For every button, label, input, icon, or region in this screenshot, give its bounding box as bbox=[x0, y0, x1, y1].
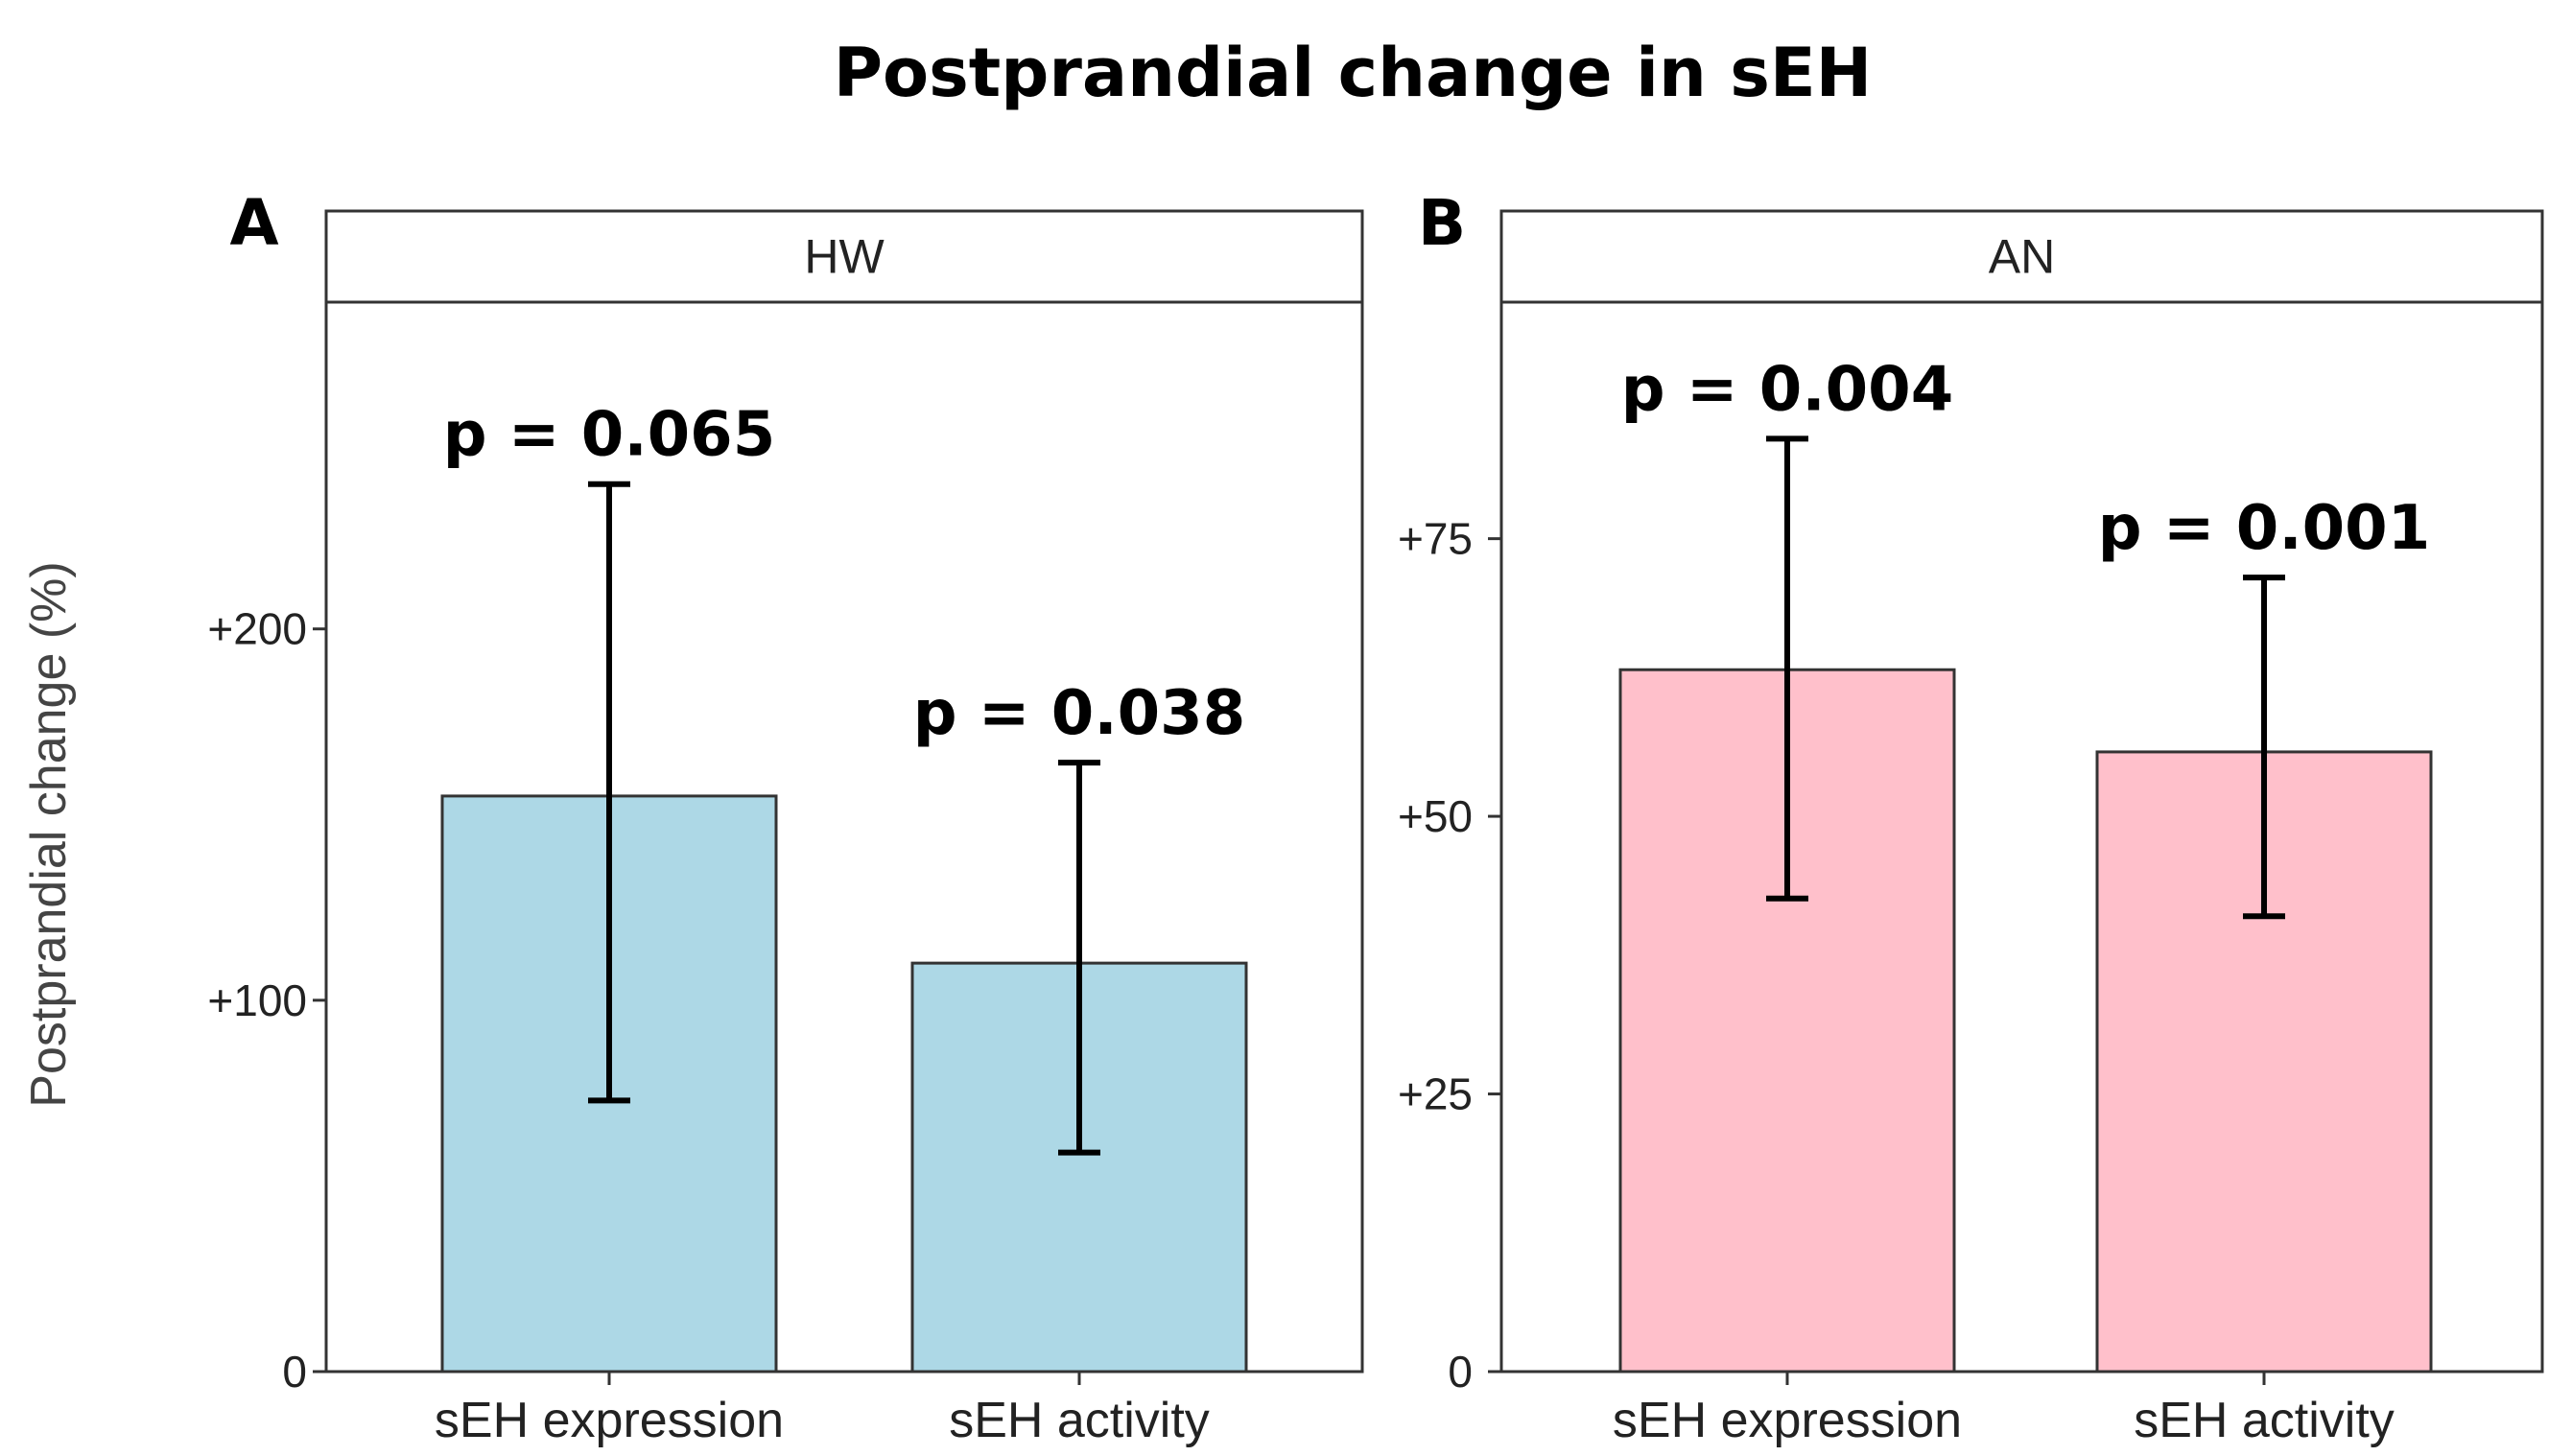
x-tick-label: sEH activity bbox=[2134, 1393, 2395, 1448]
x-tick-label: sEH expression bbox=[435, 1393, 784, 1448]
x-tick-label: sEH activity bbox=[949, 1393, 1210, 1448]
panels-layer: A HW 0 +100 +200 p = 0.065 sEH expression p = 0… bbox=[207, 186, 2544, 1448]
p-value-label: p = 0.065 bbox=[443, 400, 775, 471]
y-axis-label: Postprandial change (%) bbox=[21, 561, 77, 1107]
y-tick-label: +200 bbox=[207, 604, 307, 654]
facet-strip bbox=[324, 209, 1364, 304]
panel-letter: A bbox=[229, 186, 278, 260]
panel-hw: A HW 0 +100 +200 p = 0.065 sEH expression p = 0… bbox=[207, 186, 1364, 1448]
facet-strip-label: HW bbox=[804, 230, 885, 284]
facet-strip-label: AN bbox=[1989, 230, 2055, 284]
y-tick-label: +100 bbox=[207, 975, 307, 1025]
p-value-label: p = 0.004 bbox=[1621, 354, 1953, 425]
facet-strip bbox=[1499, 209, 2544, 304]
y-tick-label: +50 bbox=[1398, 791, 1473, 841]
panel-letter: B bbox=[1418, 186, 1466, 260]
y-tick-label: +25 bbox=[1398, 1069, 1473, 1119]
panel-an: B AN 0 +25 +50 +75 p = 0.004 sEH expression p = … bbox=[1398, 186, 2544, 1448]
plot-panel-border bbox=[1499, 300, 2544, 1374]
chart-title: Postprandial change in sEH bbox=[834, 34, 1873, 112]
y-tick-label: 0 bbox=[282, 1347, 307, 1397]
p-value-label: p = 0.001 bbox=[2098, 493, 2430, 564]
y-tick-label: +75 bbox=[1398, 514, 1473, 564]
plot-panel-border bbox=[324, 300, 1364, 1374]
y-tick-label: 0 bbox=[1448, 1347, 1473, 1397]
p-value-label: p = 0.038 bbox=[913, 678, 1245, 749]
x-tick-label: sEH expression bbox=[1613, 1393, 1962, 1448]
